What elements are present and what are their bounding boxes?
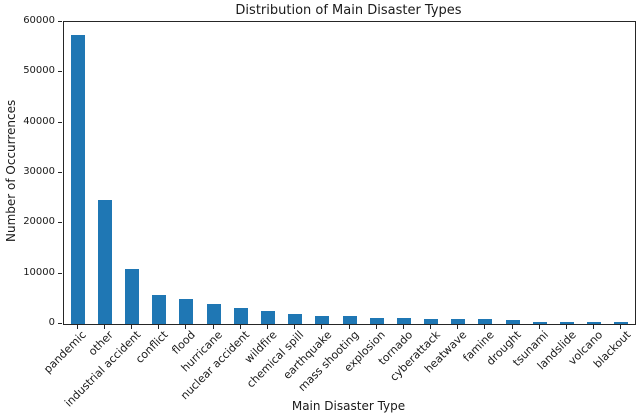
bar	[424, 319, 439, 324]
y-tick-mark	[58, 222, 62, 223]
x-tick-mark	[593, 325, 595, 329]
x-tick-mark	[321, 325, 323, 329]
x-tick-mark	[566, 325, 568, 329]
bar	[505, 320, 520, 324]
bar	[260, 311, 275, 324]
x-tick-mark	[294, 325, 296, 329]
bar	[70, 35, 85, 324]
bar	[532, 322, 547, 324]
bar	[124, 269, 139, 324]
bar	[342, 316, 357, 324]
plot-area	[63, 21, 636, 325]
x-tick-mark	[375, 325, 377, 329]
x-tick-mark	[457, 325, 459, 329]
y-tick-mark	[58, 273, 62, 274]
y-tick-mark	[58, 122, 62, 123]
bar	[587, 322, 602, 324]
x-tick-mark	[430, 325, 432, 329]
bar	[614, 322, 629, 324]
x-tick-mark	[511, 325, 513, 329]
bar	[179, 299, 194, 324]
bar	[451, 319, 466, 324]
y-axis-label: Number of Occurrences	[4, 99, 18, 242]
y-tick-label: 40000	[23, 116, 55, 127]
x-tick-mark	[76, 325, 78, 329]
x-tick-mark	[130, 325, 132, 329]
bar	[97, 200, 112, 324]
y-tick-label: 50000	[23, 65, 55, 76]
bar	[233, 308, 248, 324]
x-tick-mark	[158, 325, 160, 329]
x-tick-mark	[402, 325, 404, 329]
x-tick-mark	[348, 325, 350, 329]
y-tick-label: 60000	[23, 15, 55, 26]
x-tick-mark	[538, 325, 540, 329]
x-axis-label: Main Disaster Type	[291, 399, 406, 413]
bar	[478, 319, 493, 324]
x-tick-mark	[185, 325, 187, 329]
y-tick-mark	[58, 21, 62, 22]
y-tick-mark	[58, 71, 62, 72]
bar	[315, 316, 330, 324]
x-tick-mark	[103, 325, 105, 329]
y-tick-label: 20000	[23, 216, 55, 227]
x-tick-label: pandemic	[41, 328, 90, 376]
bar	[396, 318, 411, 324]
x-tick-mark	[484, 325, 486, 329]
y-tick-label: 30000	[23, 166, 55, 177]
bar	[206, 304, 221, 324]
x-tick-mark	[620, 325, 622, 329]
y-tick-label: 10000	[23, 267, 55, 278]
x-tick-mark	[266, 325, 268, 329]
x-tick-mark	[212, 325, 214, 329]
bar	[369, 318, 384, 324]
y-tick-label: 0	[48, 317, 55, 328]
bar	[288, 314, 303, 324]
x-tick-mark	[239, 325, 241, 329]
bar	[152, 295, 167, 324]
chart-title: Distribution of Main Disaster Types	[235, 3, 462, 18]
bar	[560, 322, 575, 324]
y-tick-mark	[58, 172, 62, 173]
y-tick-mark	[58, 323, 62, 324]
